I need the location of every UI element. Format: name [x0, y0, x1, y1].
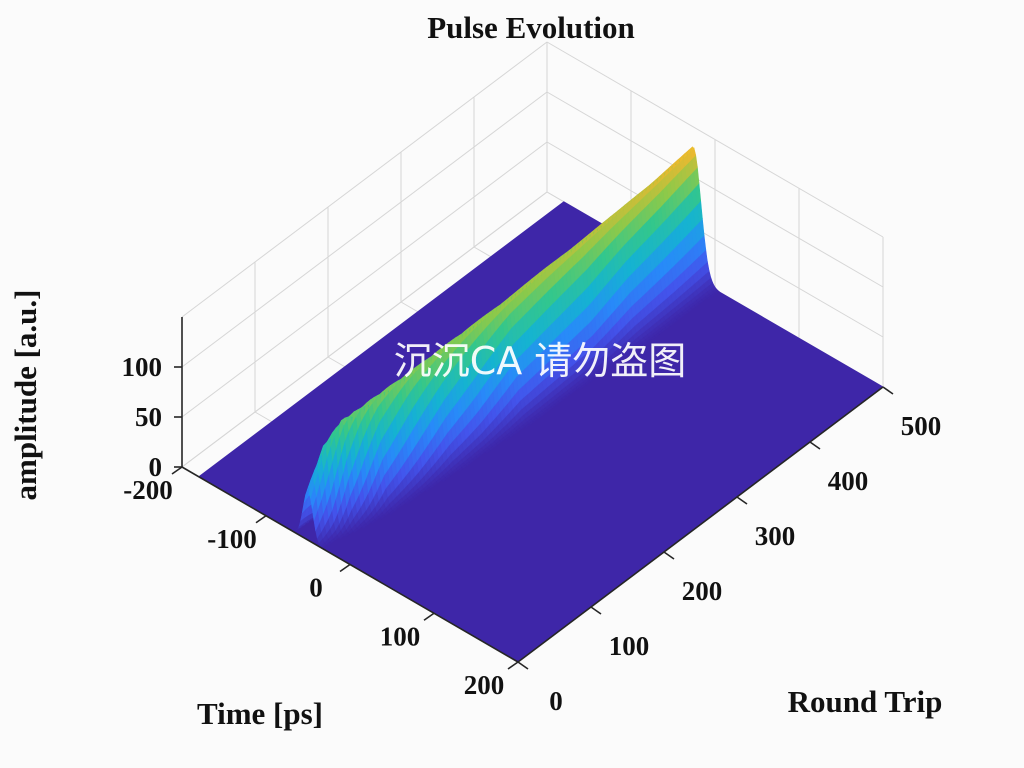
z-axis-label: amplitude [a.u.] — [8, 290, 43, 501]
y-tick-label: 300 — [755, 521, 796, 551]
grid-line — [546, 41, 884, 238]
grid-line — [181, 141, 548, 418]
x-tick — [507, 661, 519, 670]
surface-patch — [292, 528, 300, 532]
chart-title: Pulse Evolution — [427, 10, 635, 45]
grid-line — [181, 191, 548, 468]
y-tick-label: 400 — [828, 466, 869, 496]
grid-line — [546, 91, 884, 288]
x-tick — [339, 563, 351, 573]
x-tick-label: -100 — [207, 524, 257, 554]
y-axis-label: Round Trip — [788, 684, 943, 719]
x-axis-label: Time [ps] — [197, 696, 323, 731]
y-tick — [663, 551, 675, 560]
y-tick — [517, 661, 529, 670]
y-tick-label: 500 — [901, 411, 942, 441]
watermark: 沉沉CA 请勿盗图 — [394, 339, 687, 383]
z-tick-label: 100 — [122, 352, 163, 382]
z-tick-label: 0 — [149, 452, 163, 482]
x-tick-label: 200 — [464, 670, 505, 700]
y-tick — [736, 496, 748, 505]
y-tick — [882, 386, 894, 395]
x-tick-label: -200 — [123, 475, 173, 505]
grid-line — [181, 41, 548, 318]
surface-plot — [197, 146, 884, 663]
x-tick — [423, 612, 435, 621]
x-tick — [171, 466, 183, 475]
x-tick-label: 100 — [380, 621, 421, 651]
tick-labels: -200 -100 0 100 200 0 100 200 300 400 500 0 50 100 — [122, 352, 942, 716]
y-tick-label: 100 — [609, 631, 650, 661]
axis-line — [517, 386, 884, 663]
grid-line — [181, 91, 548, 368]
y-tick-label: 200 — [682, 576, 723, 606]
x-tick — [255, 515, 267, 524]
x-tick-label: 0 — [309, 573, 323, 603]
y-tick-label: 0 — [549, 686, 563, 716]
grid-line — [546, 141, 884, 338]
y-tick — [590, 606, 602, 615]
surface-base — [197, 201, 884, 663]
z-tick-label: 50 — [135, 402, 162, 432]
y-tick — [809, 441, 821, 450]
